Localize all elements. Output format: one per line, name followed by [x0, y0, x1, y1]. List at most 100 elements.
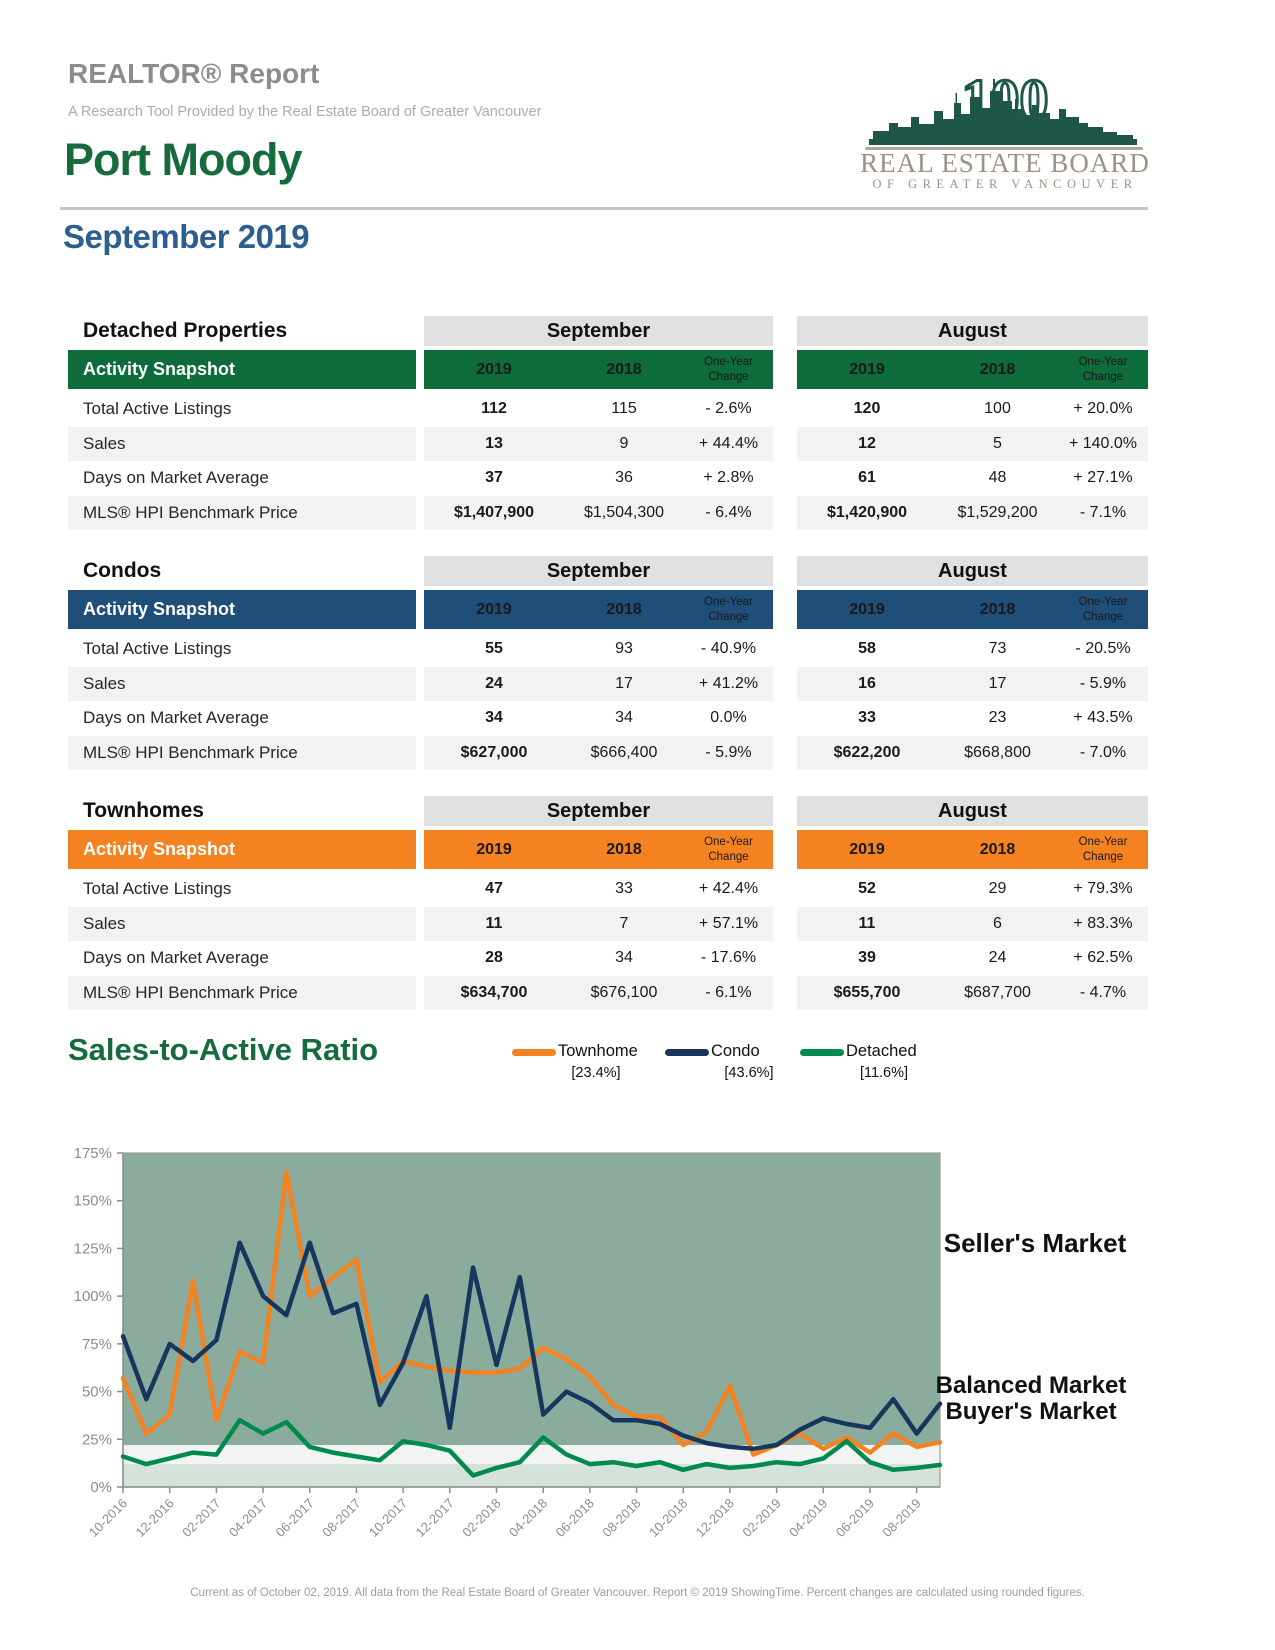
value-cell: - 40.9% — [700, 640, 757, 658]
value-cell: - 4.7% — [1058, 975, 1148, 1010]
x-tick-label: 10-2017 — [366, 1496, 410, 1540]
gap — [773, 496, 797, 531]
table-row: MLS® HPI Benchmark Price $1,407,900 $1,504… — [68, 495, 1148, 531]
table-row: Total Active Listings 47 33 + 42.4% 52 29 + 79… — [68, 872, 1148, 907]
value-cell: + 57.1% — [684, 906, 773, 941]
month-band-august: August — [797, 556, 1148, 586]
column-header: 2018 — [937, 590, 1058, 629]
value-cell: + 27.1% — [1073, 469, 1133, 487]
gap — [773, 976, 797, 1011]
value-cell: $1,420,900 — [797, 495, 937, 530]
value-cell: 112 — [481, 400, 507, 418]
value-cell: 7 — [564, 906, 684, 941]
value-cell: + 62.5% — [1073, 949, 1133, 967]
divider-rule — [60, 207, 1148, 210]
table-row: Sales 11 7 + 57.1% 11 6 + 83.3% — [68, 906, 1148, 941]
report-subtitle: A Research Tool Provided by the Real Est… — [68, 104, 542, 120]
row-label: Sales — [68, 666, 416, 701]
row-label: Total Active Listings — [83, 399, 232, 419]
x-tick-label: 12-2016 — [132, 1496, 176, 1540]
x-tick-label: 02-2017 — [179, 1496, 223, 1540]
gap — [416, 590, 424, 629]
column-header: 2019 — [797, 830, 937, 869]
gap — [416, 392, 424, 427]
gap — [416, 796, 424, 826]
x-tick-label: 08-2017 — [319, 1496, 363, 1540]
value-cell: 23 — [988, 709, 1007, 727]
column-header: 2018 — [564, 830, 684, 869]
x-tick-label: 12-2018 — [693, 1496, 737, 1540]
value-cell: $655,700 — [797, 975, 937, 1010]
value-cell: - 5.9% — [1058, 666, 1148, 701]
detached-line-swatch-icon — [800, 1049, 844, 1056]
value-cell: + 44.4% — [684, 426, 773, 461]
row-label: Total Active Listings — [83, 879, 232, 899]
logo-text-line2: OF GREATER VANCOUVER — [872, 177, 1137, 191]
value-cell: - 20.5% — [1075, 640, 1131, 658]
value-cell: + 83.3% — [1058, 906, 1148, 941]
legend-current-value: [43.6%] — [724, 1065, 774, 1081]
value-cell: $676,100 — [564, 975, 684, 1010]
row-label: MLS® HPI Benchmark Price — [68, 495, 416, 530]
value-cell: 9 — [564, 426, 684, 461]
column-header: 2019 — [797, 590, 937, 629]
value-cell: 36 — [615, 469, 633, 487]
x-tick-label: 10-2016 — [86, 1496, 130, 1540]
value-cell: - 6.1% — [684, 975, 773, 1010]
x-tick-label: 08-2018 — [599, 1496, 643, 1540]
activity-snapshot-label: Activity Snapshot — [68, 830, 416, 869]
value-cell: $1,529,200 — [937, 495, 1058, 530]
row-label: Days on Market Average — [83, 708, 269, 728]
table-1: Condos September August Activity Snapshot 20… — [68, 556, 1148, 770]
y-tick-label: 75% — [82, 1336, 112, 1353]
row-label: MLS® HPI Benchmark Price — [68, 735, 416, 770]
row-label: Days on Market Average — [83, 948, 269, 968]
gap — [416, 316, 424, 346]
gap — [416, 427, 424, 462]
column-header: One-Year Change — [1058, 350, 1148, 389]
month-band-september: September — [424, 316, 773, 346]
x-tick-label: 12-2017 — [413, 1496, 457, 1540]
value-cell: 12 — [797, 426, 937, 461]
logo-text-line1: REAL ESTATE BOARD — [860, 148, 1150, 178]
legend-condo: Condo [43.6%] — [665, 1042, 791, 1081]
value-cell: 17 — [937, 666, 1058, 701]
row-label: Sales — [68, 426, 416, 461]
table-header-row: Activity Snapshot 2019 2018 One-Year Change… — [68, 830, 1148, 869]
x-tick-label: 02-2018 — [459, 1496, 503, 1540]
value-cell: $1,407,900 — [424, 495, 564, 530]
chart-x-axis: 10-2016 12-2016 02-2017 04-2017 06-2017 08-20… — [86, 1487, 924, 1540]
gap — [773, 872, 797, 907]
value-cell: 61 — [858, 469, 876, 487]
gap — [416, 701, 424, 736]
gap — [416, 976, 424, 1011]
x-tick-label: 04-2019 — [786, 1496, 830, 1540]
table-2: Townhomes September August Activity Snapsho… — [68, 796, 1148, 1010]
column-header: 2018 — [937, 830, 1058, 869]
gap — [773, 461, 797, 496]
condo-line-swatch-icon — [665, 1049, 709, 1056]
table-title-row: Condos September August — [68, 556, 1148, 586]
chart-title: Sales-to-Active Ratio — [68, 1032, 379, 1067]
table-name: Townhomes — [83, 799, 204, 822]
table-row: Sales 13 9 + 44.4% 12 5 + 140.0% — [68, 426, 1148, 462]
value-cell: $1,504,300 — [564, 495, 684, 530]
x-tick-label: 06-2018 — [553, 1496, 597, 1540]
column-header: 2018 — [564, 350, 684, 389]
gap — [773, 830, 797, 869]
value-cell: 73 — [988, 640, 1007, 658]
table-0: Detached Properties September August Activi… — [68, 316, 1148, 530]
column-header: 2018 — [937, 350, 1058, 389]
gap — [416, 736, 424, 771]
month-band-august: August — [797, 316, 1148, 346]
column-header: 2019 — [424, 350, 564, 389]
column-header: One-Year Change — [1058, 590, 1148, 629]
table-header-row: Activity Snapshot 2019 2018 One-Year Change… — [68, 590, 1148, 629]
value-cell: 5 — [937, 426, 1058, 461]
x-tick-label: 04-2017 — [226, 1496, 270, 1540]
footer-note: Current as of October 02, 2019. All data… — [190, 1587, 1085, 1599]
value-cell: 11 — [797, 906, 937, 941]
table-row: Days on Market Average 34 34 0.0% 33 23 + 43.5… — [68, 701, 1148, 736]
column-header: One-Year Change — [684, 590, 773, 629]
series-line-detached — [120, 1417, 943, 1478]
